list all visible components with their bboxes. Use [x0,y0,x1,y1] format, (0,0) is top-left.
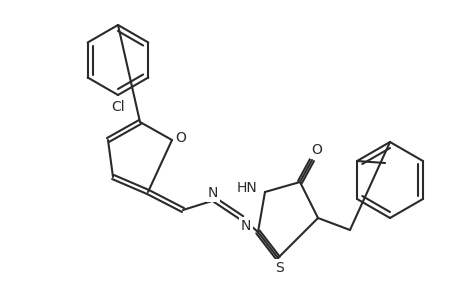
Text: Cl: Cl [111,100,124,114]
Text: S: S [275,261,284,275]
Text: O: O [175,131,186,145]
Text: O: O [311,143,322,157]
Text: N: N [241,219,251,233]
Text: HN: HN [236,181,257,195]
Text: N: N [207,186,218,200]
